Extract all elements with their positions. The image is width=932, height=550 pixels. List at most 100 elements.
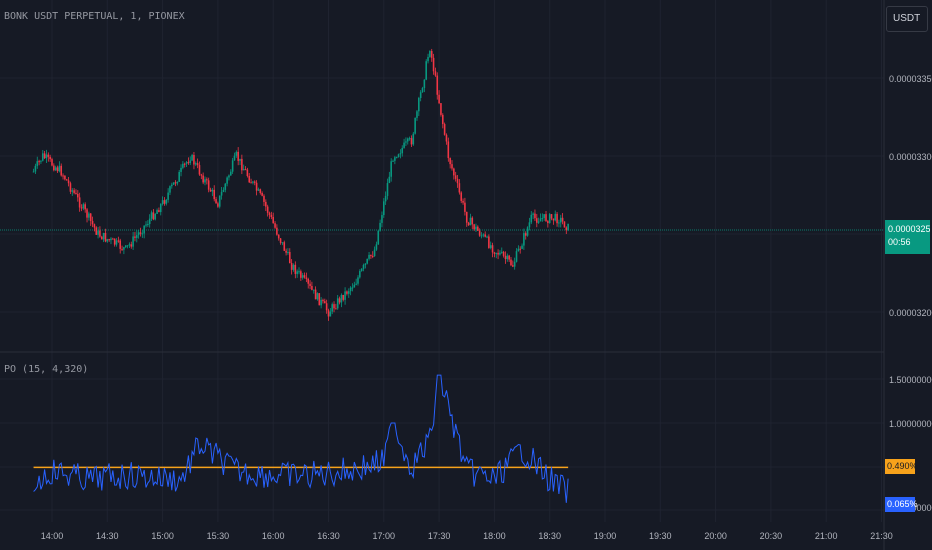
candle-body [178, 171, 180, 182]
candle-body [484, 234, 486, 237]
candle-body [384, 195, 387, 202]
time-axis-tick: 14:30 [96, 531, 119, 541]
candle-body [443, 124, 446, 135]
time-axis-tick: 18:30 [538, 531, 561, 541]
candle-body [193, 154, 195, 165]
candlestick-series [32, 48, 569, 321]
candle-body [237, 151, 239, 161]
candle-body [156, 210, 158, 214]
candle-body [32, 171, 35, 173]
candle-body [333, 304, 335, 309]
candle-body [154, 213, 157, 220]
candle-body [242, 169, 245, 171]
candle-body [110, 238, 112, 241]
candle-body [336, 298, 339, 309]
candle-body [89, 213, 92, 221]
candle-body [60, 165, 63, 176]
candle-body [56, 167, 59, 172]
candle-body [475, 226, 477, 230]
candle-body [558, 222, 560, 224]
candle-body [388, 176, 391, 184]
candle-body [276, 227, 278, 235]
candle-body [231, 160, 234, 172]
candle-body [440, 103, 442, 115]
candle-body [241, 158, 243, 171]
candle-body [311, 286, 313, 290]
candle-body [351, 287, 354, 289]
candle-body [373, 249, 376, 257]
candle-body [213, 189, 216, 200]
candle-body [255, 182, 258, 191]
candle-body [167, 192, 169, 200]
candle-body [347, 291, 350, 294]
candle-body [462, 200, 464, 203]
candle-body [183, 163, 186, 165]
candle-body [277, 234, 280, 239]
candle-body [287, 252, 289, 254]
candle-body [88, 213, 90, 218]
candle-body [325, 303, 328, 311]
candle-body [515, 251, 518, 262]
candle-body [477, 226, 479, 231]
candle-body [464, 202, 466, 212]
candle-body [429, 51, 431, 57]
candle-body [423, 79, 426, 88]
candle-body [288, 252, 291, 264]
candle-body [390, 161, 392, 177]
candle-body [171, 184, 173, 187]
candle-body [430, 51, 433, 58]
candle-body [189, 160, 192, 163]
candle-body [292, 264, 295, 270]
candle-body [392, 160, 394, 162]
candle-body [224, 183, 227, 190]
candle-body [100, 236, 103, 240]
candle-body [135, 235, 138, 238]
candle-body [366, 258, 369, 264]
indicator-axis-tick: 1.000000000 [889, 419, 932, 429]
candle-body [40, 160, 42, 162]
candle-body [510, 259, 512, 266]
candle-body [346, 291, 348, 294]
candle-body [419, 92, 422, 98]
candle-body [497, 252, 499, 255]
candle-body [71, 190, 74, 192]
candle-body [438, 94, 440, 104]
candle-body [554, 213, 557, 221]
candle-body [235, 151, 238, 156]
candle-body [441, 114, 444, 125]
candle-body [34, 165, 37, 172]
candle-body [296, 271, 298, 274]
candle-body [279, 238, 282, 243]
currency-unit-button[interactable]: USDT [886, 6, 928, 32]
candle-body [130, 244, 133, 247]
candle-body [447, 141, 450, 159]
candle-body [379, 222, 381, 231]
time-axis-tick: 20:00 [704, 531, 727, 541]
candle-body [362, 264, 365, 269]
candle-body [54, 167, 57, 171]
candle-body [488, 236, 490, 248]
candle-body [320, 299, 322, 306]
candle-body [194, 163, 197, 165]
time-axis-tick: 15:30 [206, 531, 230, 541]
candle-body [383, 201, 385, 216]
candle-body [329, 311, 332, 317]
candle-body [102, 232, 105, 240]
candle-body [244, 169, 247, 171]
candle-body [95, 227, 98, 235]
candle-body [342, 294, 345, 300]
candle-body [458, 183, 461, 193]
candle-body [534, 213, 536, 219]
candle-body [187, 162, 190, 164]
candle-body [434, 71, 437, 76]
candle-body [318, 293, 321, 306]
candle-body [456, 178, 459, 184]
candle-body [204, 179, 206, 183]
candle-body [139, 232, 142, 234]
candle-body [478, 230, 481, 236]
candle-body [528, 222, 531, 228]
candle-body [230, 171, 232, 176]
candle-body [268, 212, 271, 215]
candle-body [265, 201, 267, 207]
